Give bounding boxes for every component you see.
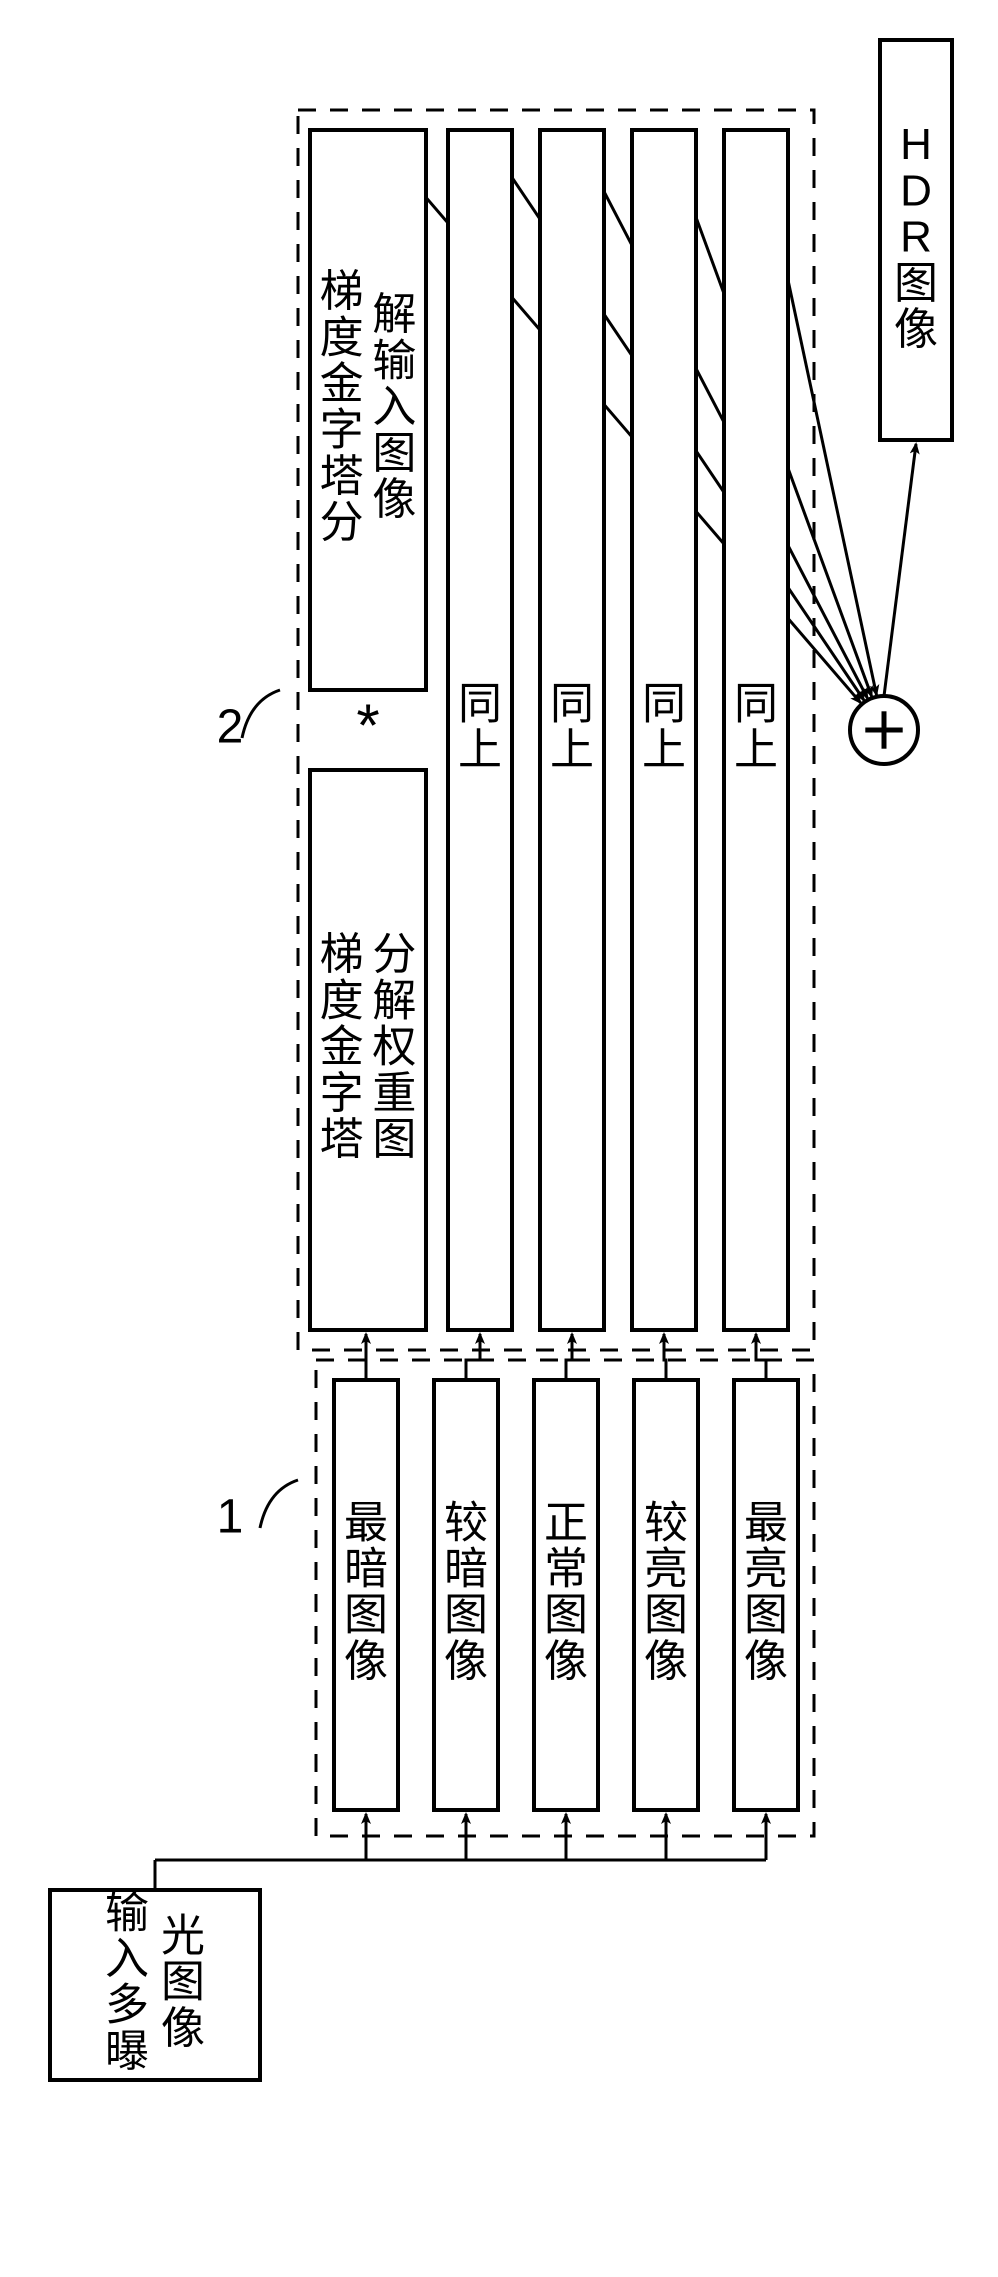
svg-text:像: 像 <box>372 475 416 524</box>
svg-text:字: 字 <box>320 406 364 455</box>
svg-text:正: 正 <box>544 1498 588 1547</box>
svg-text:金: 金 <box>320 1023 364 1072</box>
svg-text:像: 像 <box>344 1637 388 1686</box>
svg-text:入: 入 <box>105 1935 149 1984</box>
svg-text:字: 字 <box>320 1069 364 1118</box>
svg-text:图: 图 <box>644 1591 688 1640</box>
svg-text:图: 图 <box>894 259 938 308</box>
svg-text:解: 解 <box>372 976 416 1025</box>
svg-text:塔: 塔 <box>320 452 364 501</box>
svg-text:像: 像 <box>744 1637 788 1686</box>
svg-text:图: 图 <box>444 1591 488 1640</box>
svg-text:较: 较 <box>644 1498 688 1547</box>
node-normal: 正常图像 <box>534 1380 598 1810</box>
svg-text:暗: 暗 <box>344 1545 388 1594</box>
svg-text:图: 图 <box>744 1591 788 1640</box>
svg-text:最: 最 <box>744 1498 788 1547</box>
svg-text:分: 分 <box>320 498 364 547</box>
svg-text:暗: 暗 <box>444 1545 488 1594</box>
svg-text:上: 上 <box>550 726 594 775</box>
svg-text:最: 最 <box>344 1498 388 1547</box>
node-darkest: 最暗图像 <box>334 1380 398 1810</box>
svg-text:D: D <box>900 166 932 215</box>
node-decomp: 梯度金字塔分 解输入图像 <box>310 130 426 690</box>
node-same4: 同上 <box>724 130 788 1330</box>
svg-text:图: 图 <box>372 429 416 478</box>
node-output: HDR图像 <box>880 40 952 440</box>
svg-text:上: 上 <box>642 726 686 775</box>
svg-text:图: 图 <box>161 1958 205 2007</box>
svg-text:R: R <box>900 213 932 262</box>
node-lighter: 较亮图像 <box>634 1380 698 1810</box>
svg-text:梯: 梯 <box>320 267 364 316</box>
svg-text:上: 上 <box>458 726 502 775</box>
asterisk-op: * <box>356 692 379 759</box>
svg-text:同: 同 <box>642 680 686 729</box>
svg-text:权: 权 <box>372 1023 416 1072</box>
svg-text:亮: 亮 <box>644 1545 688 1594</box>
svg-text:像: 像 <box>544 1637 588 1686</box>
svg-text:图: 图 <box>544 1591 588 1640</box>
node-same3: 同上 <box>632 130 696 1330</box>
svg-text:梯: 梯 <box>320 930 364 979</box>
node-lightest: 最亮图像 <box>734 1380 798 1810</box>
group-tag-group2: 2 <box>217 701 244 754</box>
svg-text:常: 常 <box>544 1545 588 1594</box>
svg-text:入: 入 <box>372 383 416 432</box>
node-input: 输入多曝 光图像 <box>50 1888 260 2080</box>
svg-text:像: 像 <box>161 2004 205 2053</box>
svg-text:输: 输 <box>105 1888 149 1937</box>
svg-text:亮: 亮 <box>744 1545 788 1594</box>
svg-text:光: 光 <box>161 1911 205 1960</box>
group-tag-group1: 1 <box>217 1491 244 1544</box>
svg-text:像: 像 <box>444 1637 488 1686</box>
svg-text:像: 像 <box>894 305 938 354</box>
svg-text:输: 输 <box>372 336 416 385</box>
svg-text:同: 同 <box>734 680 778 729</box>
svg-text:图: 图 <box>344 1591 388 1640</box>
svg-text:金: 金 <box>320 360 364 409</box>
svg-text:分: 分 <box>372 930 416 979</box>
node-weight: 梯度金字塔 分解权重图 <box>310 770 426 1330</box>
svg-text:同: 同 <box>458 680 502 729</box>
svg-text:较: 较 <box>444 1498 488 1547</box>
svg-text:塔: 塔 <box>320 1115 364 1164</box>
node-darker: 较暗图像 <box>434 1380 498 1810</box>
svg-text:图: 图 <box>372 1115 416 1164</box>
svg-text:像: 像 <box>644 1637 688 1686</box>
svg-text:度: 度 <box>320 976 364 1025</box>
svg-text:同: 同 <box>550 680 594 729</box>
node-same2: 同上 <box>540 130 604 1330</box>
svg-text:H: H <box>900 120 932 169</box>
svg-text:重: 重 <box>372 1069 416 1118</box>
node-same1: 同上 <box>448 130 512 1330</box>
svg-text:度: 度 <box>320 313 364 362</box>
svg-text:多: 多 <box>105 1981 149 2030</box>
svg-text:曝: 曝 <box>105 2027 149 2076</box>
svg-text:上: 上 <box>734 726 778 775</box>
svg-text:解: 解 <box>372 290 416 339</box>
